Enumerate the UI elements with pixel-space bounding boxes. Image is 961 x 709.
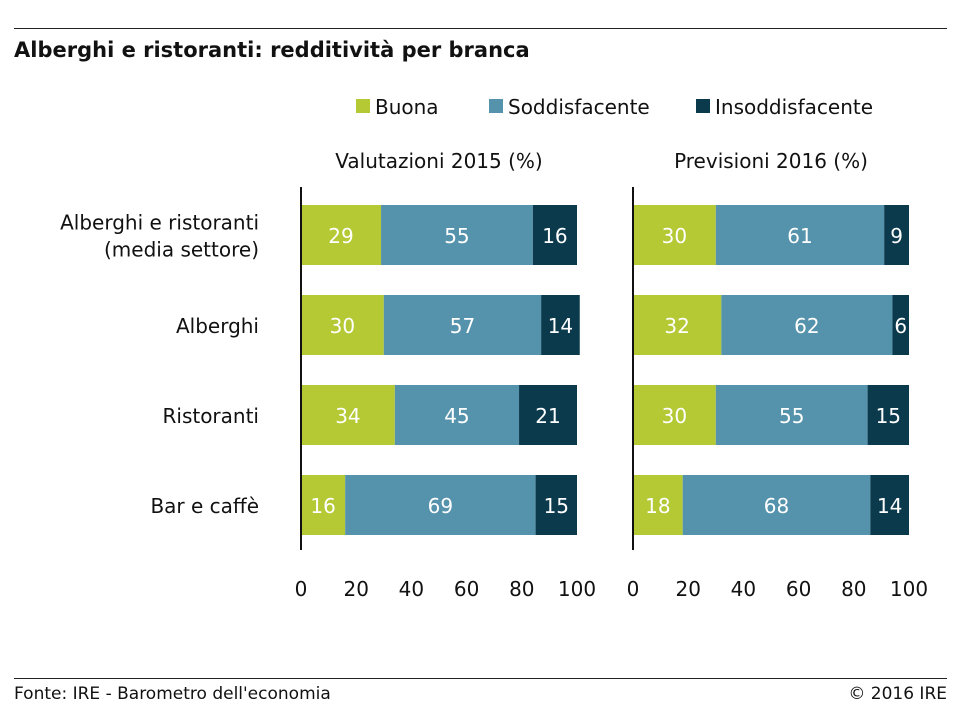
legend-swatch-soddisfacente bbox=[489, 99, 503, 113]
bar-segment-buona bbox=[633, 385, 716, 445]
x-tick-label: 100 bbox=[890, 577, 928, 601]
category-label: Alberghi bbox=[176, 314, 259, 338]
bar-value-label: 6 bbox=[894, 314, 907, 338]
bar-segment-soddisfacente bbox=[721, 295, 893, 355]
x-tick-label: 60 bbox=[454, 577, 479, 601]
bar-segment-insoddisfacente bbox=[892, 295, 909, 355]
bar-segment-insoddisfacente bbox=[870, 475, 909, 535]
bar-value-label: 68 bbox=[764, 494, 789, 518]
bar-segment-soddisfacente bbox=[383, 295, 542, 355]
bar-segment-insoddisfacente bbox=[519, 385, 577, 445]
bar-segment-buona bbox=[301, 475, 346, 535]
copyright-note: © 2016 IRE bbox=[848, 684, 947, 704]
x-tick-label: 60 bbox=[786, 577, 811, 601]
bar-segment-soddisfacente bbox=[682, 475, 871, 535]
bar-value-label: 29 bbox=[328, 224, 353, 248]
legend-label-insoddisfacente: Insoddisfacente bbox=[715, 95, 873, 119]
top-rule bbox=[14, 28, 947, 29]
source-note: Fonte: IRE - Barometro dell'economia bbox=[14, 684, 331, 704]
x-tick-label: 80 bbox=[509, 577, 534, 601]
bar-value-label: 57 bbox=[450, 314, 475, 338]
bar-segment-soddisfacente bbox=[394, 385, 520, 445]
category-label: (media settore) bbox=[104, 238, 259, 262]
bar-value-label: 30 bbox=[330, 314, 355, 338]
bar-value-label: 62 bbox=[794, 314, 819, 338]
category-label: Alberghi e ristoranti bbox=[60, 211, 259, 235]
bar-segment-soddisfacente bbox=[381, 205, 533, 265]
bar-value-label: 55 bbox=[779, 404, 804, 428]
legend-label-buona: Buona bbox=[375, 95, 439, 119]
x-tick-label: 40 bbox=[399, 577, 424, 601]
x-tick-label: 80 bbox=[841, 577, 866, 601]
bar-value-label: 61 bbox=[787, 224, 812, 248]
bottom-rule bbox=[14, 678, 947, 679]
legend-label-soddisfacente: Soddisfacente bbox=[508, 95, 650, 119]
panel-title: Previsioni 2016 (%) bbox=[674, 149, 868, 173]
x-tick-label: 100 bbox=[558, 577, 596, 601]
bar-segment-buona bbox=[301, 385, 395, 445]
x-tick-label: 20 bbox=[675, 577, 700, 601]
bar-value-label: 45 bbox=[444, 404, 469, 428]
bar-segment-insoddisfacente bbox=[867, 385, 909, 445]
x-tick-label: 0 bbox=[627, 577, 640, 601]
bar-value-label: 30 bbox=[662, 404, 687, 428]
bar-value-label: 15 bbox=[876, 404, 901, 428]
bar-segment-soddisfacente bbox=[345, 475, 536, 535]
bar-value-label: 18 bbox=[645, 494, 670, 518]
bar-segment-buona bbox=[301, 295, 384, 355]
bar-segment-soddisfacente bbox=[715, 385, 868, 445]
x-tick-label: 40 bbox=[731, 577, 756, 601]
legend-swatch-buona bbox=[356, 99, 370, 113]
bar-segment-insoddisfacente bbox=[884, 205, 909, 265]
bar-segment-insoddisfacente bbox=[535, 475, 577, 535]
bar-segment-buona bbox=[633, 205, 716, 265]
bar-value-label: 16 bbox=[542, 224, 567, 248]
bar-value-label: 15 bbox=[544, 494, 569, 518]
bar-value-label: 9 bbox=[890, 224, 903, 248]
bar-value-label: 32 bbox=[664, 314, 689, 338]
bar-segment-soddisfacente bbox=[715, 205, 885, 265]
bar-value-label: 55 bbox=[444, 224, 469, 248]
bar-segment-insoddisfacente bbox=[541, 295, 580, 355]
bar-value-label: 14 bbox=[548, 314, 573, 338]
category-label: Ristoranti bbox=[162, 404, 259, 428]
chart-title: Alberghi e ristoranti: redditività per b… bbox=[14, 38, 530, 62]
bar-value-label: 14 bbox=[877, 494, 902, 518]
panel-title: Valutazioni 2015 (%) bbox=[335, 149, 542, 173]
bar-value-label: 34 bbox=[335, 404, 360, 428]
category-label: Bar e caffè bbox=[150, 494, 259, 518]
legend-swatch-insoddisfacente bbox=[696, 99, 710, 113]
bar-segment-insoddisfacente bbox=[532, 205, 577, 265]
bar-segment-buona bbox=[633, 475, 683, 535]
bar-value-label: 16 bbox=[310, 494, 335, 518]
bar-value-label: 30 bbox=[662, 224, 687, 248]
x-tick-label: 20 bbox=[343, 577, 368, 601]
bar-segment-buona bbox=[301, 205, 382, 265]
bar-value-label: 69 bbox=[428, 494, 453, 518]
bar-segment-buona bbox=[633, 295, 722, 355]
bar-value-label: 21 bbox=[535, 404, 560, 428]
x-tick-label: 0 bbox=[295, 577, 308, 601]
